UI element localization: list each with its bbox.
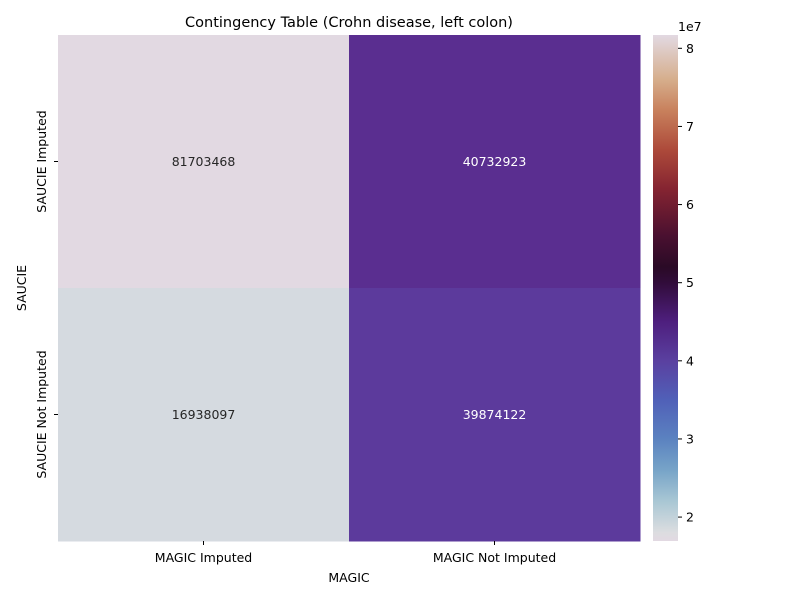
colorbar-tick-label: 2 xyxy=(686,510,694,525)
colorbar: 2 3 4 5 6 7 8 1e7 xyxy=(653,19,702,541)
cell-value-label: 39874122 xyxy=(463,407,527,422)
x-tick-label: MAGIC Not Imputed xyxy=(433,550,556,565)
colorbar-ticks: 2 3 4 5 6 7 8 xyxy=(678,41,694,525)
colorbar-tick-label: 4 xyxy=(686,353,694,368)
colorbar-tick-label: 6 xyxy=(686,197,694,212)
heatmap-cell xyxy=(58,288,350,542)
colorbar-tick-label: 5 xyxy=(686,275,694,290)
cell-value-label: 40732923 xyxy=(463,154,527,169)
cell-value-label: 16938097 xyxy=(172,407,236,422)
heatmap-cell xyxy=(349,288,641,542)
colorbar-gradient xyxy=(653,35,678,541)
y-axis-label: SAUCIE xyxy=(14,265,29,311)
heatmap-cell xyxy=(58,35,350,289)
x-axis-label: MAGIC xyxy=(328,570,369,585)
y-tick-labels: SAUCIE Imputed SAUCIE Not Imputed xyxy=(34,110,58,479)
colorbar-tick-label: 7 xyxy=(686,119,694,134)
heatmap-cells: 81703468 40732923 16938097 39874122 xyxy=(58,35,641,542)
colorbar-tick-label: 8 xyxy=(686,41,694,56)
y-tick-label: SAUCIE Not Imputed xyxy=(34,350,49,478)
x-tick-label: MAGIC Imputed xyxy=(155,550,252,565)
x-tick-labels: MAGIC Imputed MAGIC Not Imputed xyxy=(155,541,556,565)
heatmap-cell xyxy=(349,35,641,289)
chart-title: Contingency Table (Crohn disease, left c… xyxy=(185,15,513,31)
colorbar-multiplier: 1e7 xyxy=(678,19,702,34)
y-tick-label: SAUCIE Imputed xyxy=(34,110,49,212)
cell-value-label: 81703468 xyxy=(172,154,236,169)
colorbar-tick-label: 3 xyxy=(686,431,694,446)
